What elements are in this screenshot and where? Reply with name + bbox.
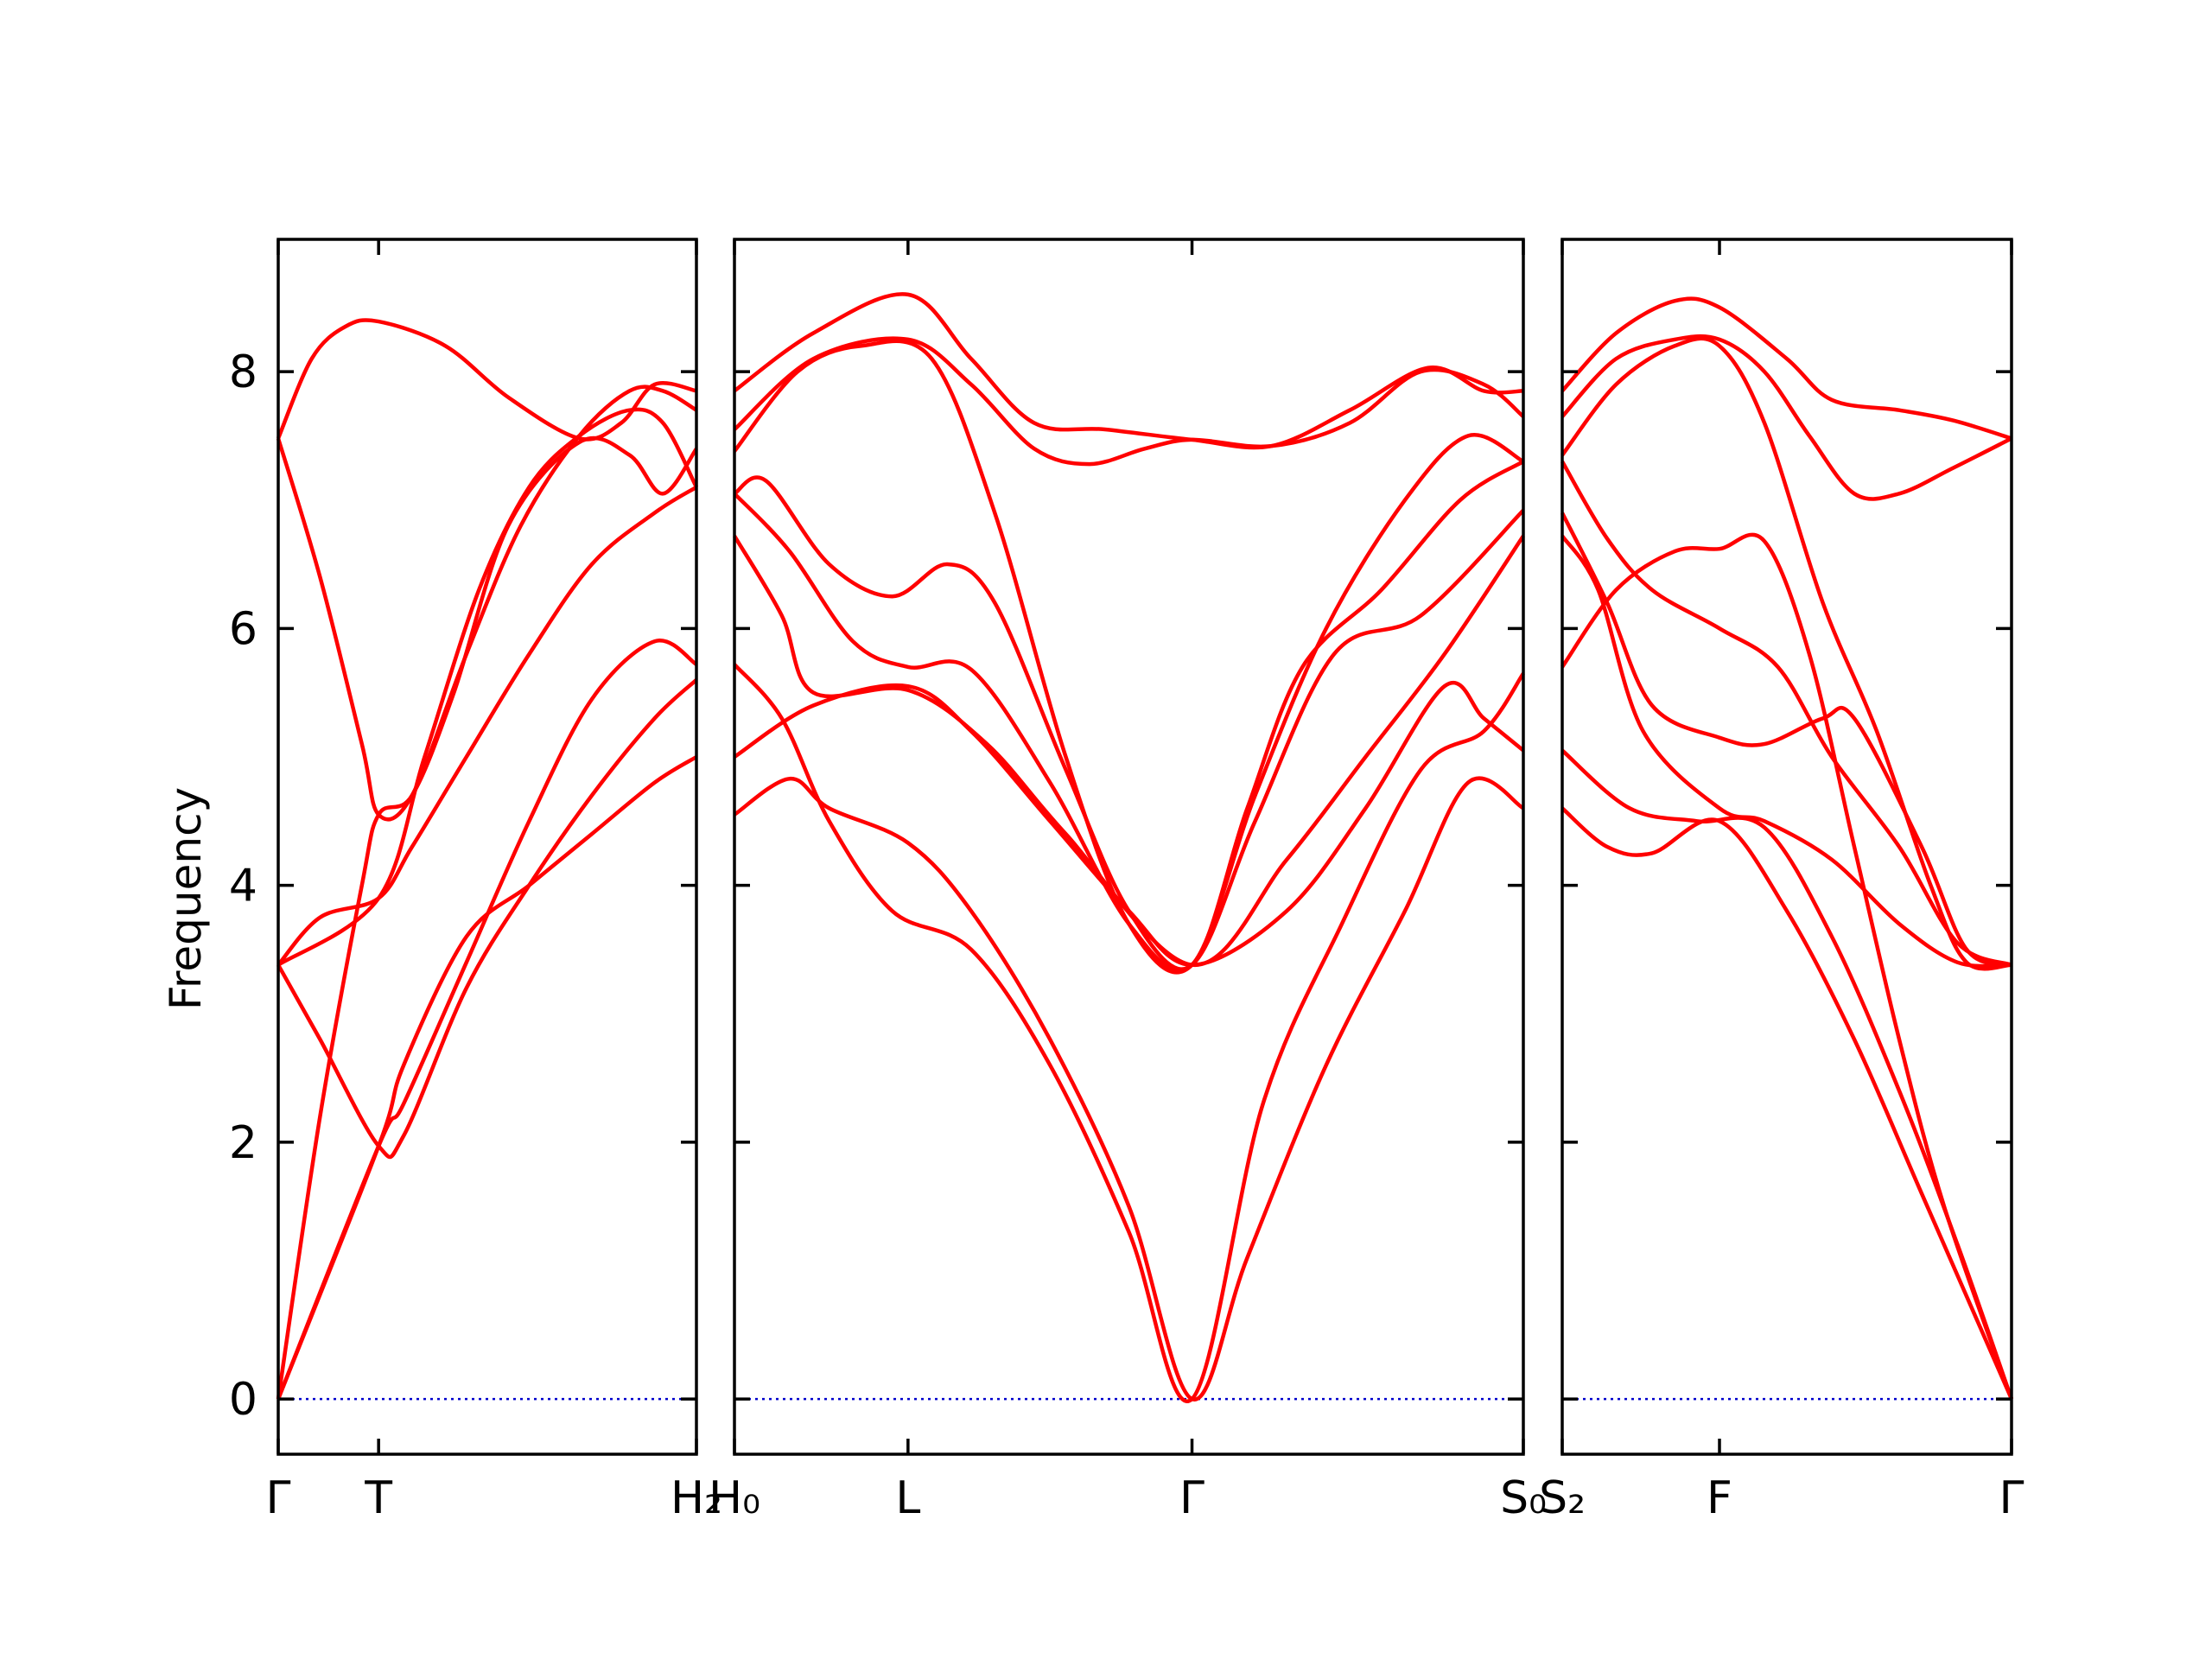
band-line [276,485,698,967]
x-tick-label: F [1707,1472,1732,1524]
y-tick-label: 8 [229,346,257,398]
band-line [733,292,1524,450]
bands [276,318,698,1400]
band-line [733,460,1525,971]
band-line [733,535,1525,967]
band-line [276,385,698,822]
panel-2: H₀ L Γ S₀ [709,238,1547,1524]
x-tick-label: Γ [1179,1472,1205,1524]
panel-3: S₂ F Γ [1539,238,2024,1524]
x-tick-label: T [364,1472,392,1524]
panel-1: 0 2 4 6 8 Γ T H₂ [229,238,722,1524]
x-tick-label: Γ [266,1472,291,1524]
y-tick-label: 6 [229,603,257,655]
y-tick-label: 4 [229,861,257,912]
x-tick-label: H₀ [709,1472,760,1524]
band-line [276,638,698,1400]
x-tick-label: S₀ [1500,1472,1547,1524]
band-line [733,336,1525,467]
band-line [276,755,698,1400]
x-tick-label: S₂ [1539,1472,1586,1524]
x-tick-label: H₂ [671,1472,722,1524]
panel-frame [1560,238,2013,1456]
band-line [1560,460,2012,967]
band-line [1560,534,2012,969]
y-axis-label: Frequency [161,787,211,1010]
band-line [276,407,698,967]
band-line [276,678,698,1160]
band-line [1560,748,2014,1400]
band-line [1560,336,2012,971]
panel-frame [276,238,698,1456]
x-tick-label: Γ [1999,1472,2024,1524]
y-axis-label-group: Frequency [161,787,211,1010]
band-line [1560,334,2013,501]
x-tick-label: L [895,1472,920,1524]
band-line [276,318,697,442]
band-line [733,339,1525,975]
band-line [733,776,1525,1402]
y-tick-label: 0 [229,1374,257,1426]
band-line [1560,532,2014,1400]
y-tick-label: 2 [229,1117,257,1169]
band-line [733,663,1525,1403]
band-line [1560,806,2014,1401]
band-line [1560,512,2012,967]
bands [733,292,1525,1403]
panel-frame [733,238,1525,1456]
band-line [1560,296,2012,441]
bands [1560,296,2014,1401]
